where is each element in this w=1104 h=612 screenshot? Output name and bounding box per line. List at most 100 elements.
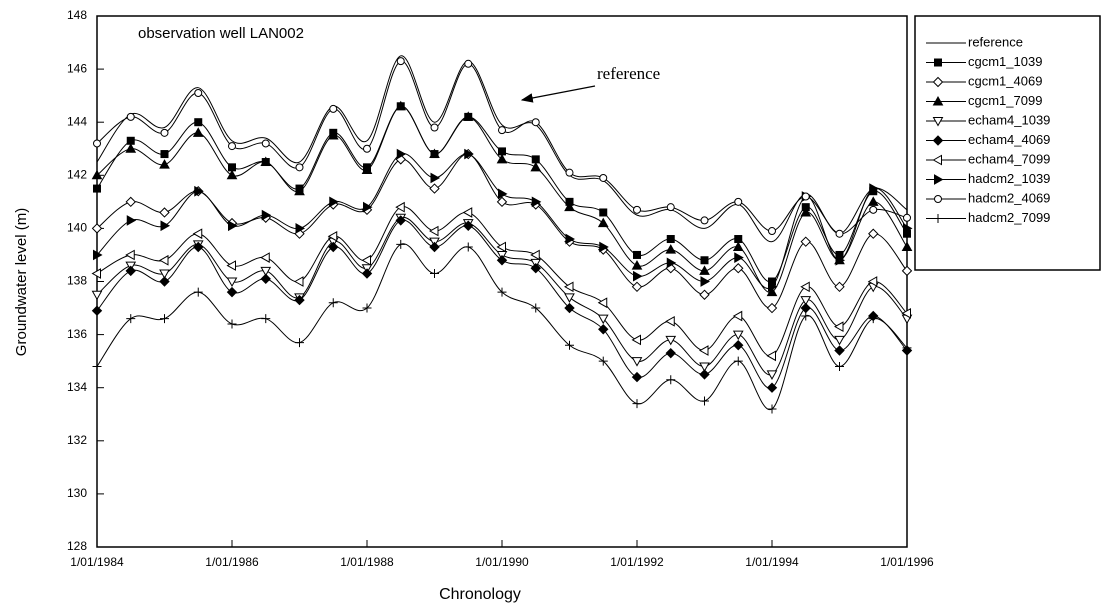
data-point [665, 244, 677, 254]
chart-title: observation well LAN002 [138, 25, 304, 42]
data-point [395, 100, 407, 111]
data-point [597, 297, 608, 309]
data-point [732, 310, 743, 322]
data-point [462, 111, 474, 121]
x-tick-label: 1/01/1994 [745, 555, 799, 569]
y-tick-label: 142 [67, 167, 87, 181]
data-point [464, 59, 473, 68]
data-point [396, 239, 406, 249]
data-point [700, 396, 709, 406]
data-point [699, 362, 710, 372]
series-line [96, 206, 908, 357]
data-point [91, 169, 103, 180]
data-point [430, 172, 441, 184]
data-point [531, 196, 542, 208]
data-point [329, 196, 339, 208]
data-point [903, 213, 911, 222]
data-point [498, 188, 508, 200]
data-point [160, 150, 169, 159]
data-point [800, 236, 811, 247]
data-point [363, 201, 373, 213]
legend-marker [932, 95, 944, 106]
data-point [496, 153, 508, 164]
data-point [226, 260, 236, 271]
legend-label: echam4_4069 [968, 132, 1050, 147]
y-tick-label: 134 [67, 380, 87, 394]
legend-marker [932, 135, 944, 146]
legend-label: echam4_1039 [968, 112, 1050, 127]
data-point [93, 139, 101, 148]
data-point [395, 215, 406, 226]
data-point [633, 205, 641, 214]
y-tick-label: 136 [67, 327, 87, 341]
data-point [361, 164, 373, 174]
data-point [361, 254, 371, 266]
data-point [194, 185, 204, 197]
data-point [496, 196, 508, 208]
data-point [599, 241, 609, 253]
data-point [733, 340, 744, 351]
data-point [869, 183, 879, 194]
legend-marker [934, 58, 942, 67]
data-point [768, 281, 778, 293]
y-axis-label: Groundwater level (m) [13, 208, 30, 356]
series-line [96, 153, 908, 290]
data-point [700, 216, 709, 225]
data-point [227, 319, 237, 329]
data-point [91, 268, 101, 279]
data-point [293, 276, 304, 287]
y-tick-label: 132 [67, 433, 87, 447]
legend-marker [934, 174, 944, 185]
y-tick-label: 128 [67, 539, 87, 553]
data-point [160, 220, 171, 232]
data-point [598, 324, 609, 335]
data-point [294, 185, 305, 196]
data-point [328, 298, 338, 308]
data-point [462, 207, 473, 218]
data-point [126, 112, 135, 121]
legend-label: cgcm1_4069 [968, 73, 1042, 88]
data-point [160, 128, 169, 137]
data-point [597, 314, 609, 325]
data-point [294, 294, 305, 306]
series-line [96, 243, 908, 410]
data-point [192, 127, 204, 137]
data-point [363, 144, 371, 153]
data-point [226, 286, 238, 298]
annotation: reference [597, 64, 660, 83]
data-point [835, 361, 844, 371]
x-tick-label: 1/01/1996 [880, 555, 934, 569]
annotation-arrow [520, 85, 596, 103]
data-point [430, 269, 439, 279]
data-point [193, 287, 203, 297]
data-point [125, 249, 135, 261]
data-point [666, 203, 675, 212]
data-point [766, 382, 778, 393]
data-point [734, 197, 743, 206]
data-point [125, 196, 136, 208]
data-point [429, 183, 440, 194]
data-point [834, 345, 845, 356]
y-tick-label: 138 [67, 274, 87, 288]
data-point [91, 305, 103, 316]
data-point [599, 173, 608, 182]
data-point [126, 215, 137, 226]
legend-label: hadcm2_4069 [968, 190, 1050, 205]
data-point [665, 347, 676, 359]
data-point [733, 263, 744, 274]
data-point [463, 220, 474, 231]
data-point [497, 287, 507, 297]
data-point [867, 276, 878, 287]
data-point [530, 161, 542, 172]
data-point [631, 371, 643, 383]
data-point [766, 302, 778, 314]
legend-marker [932, 76, 944, 88]
x-tick-label: 1/01/1984 [70, 555, 124, 569]
data-point [91, 290, 103, 301]
data-point [599, 208, 608, 217]
data-point [868, 314, 878, 324]
data-point [429, 241, 440, 253]
data-point [835, 254, 846, 266]
data-point [260, 266, 272, 277]
